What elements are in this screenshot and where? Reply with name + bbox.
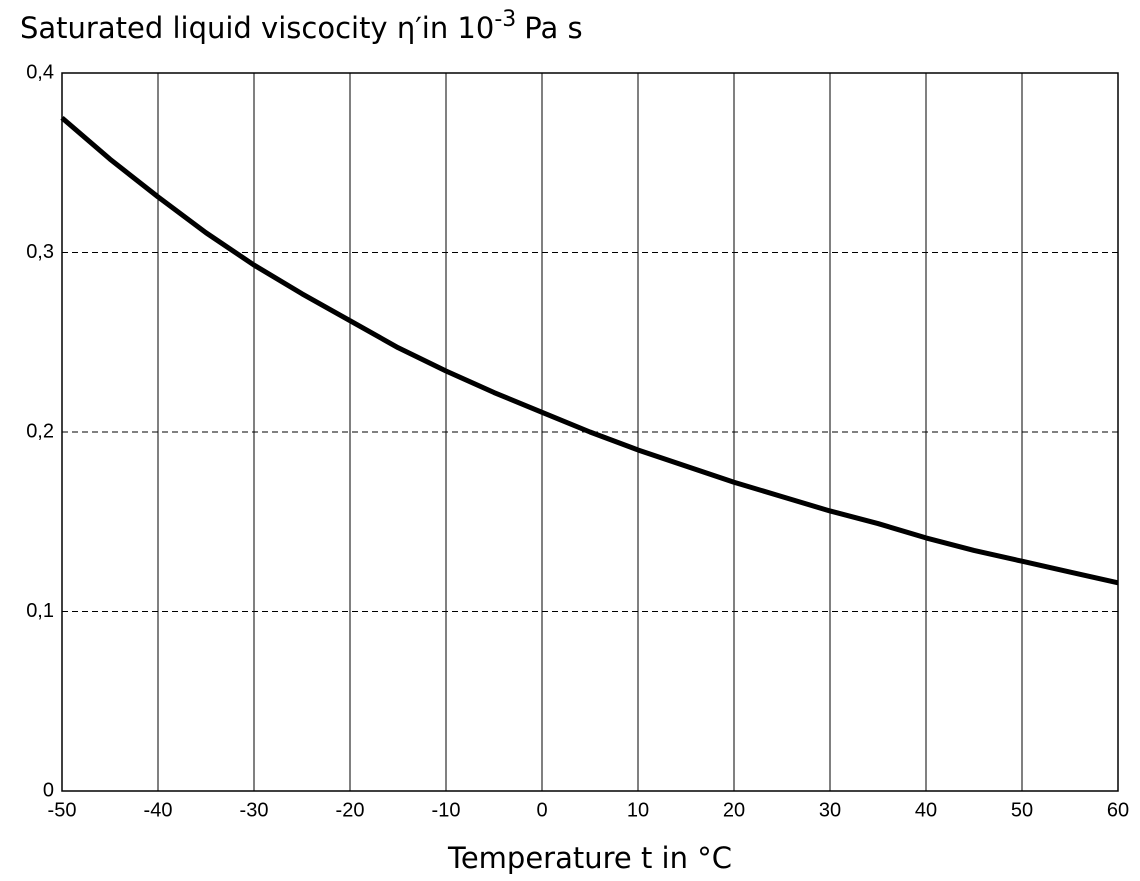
x-tick-label: 50 (1011, 799, 1033, 821)
y-tick-label: 0,3 (26, 241, 54, 263)
x-tick-label: -30 (240, 799, 269, 821)
x-tick-label: -20 (336, 799, 365, 821)
x-tick-label: 40 (915, 799, 937, 821)
plot-frame (61, 72, 1119, 792)
y-tick-label: 0,2 (26, 420, 54, 442)
x-tick-label: 60 (1107, 799, 1129, 821)
x-tick-label: 0 (536, 799, 547, 821)
chart-title: Saturated liquid viscocity η′in 10-3 Pa s (20, 7, 583, 45)
y-tick-label: 0,1 (26, 600, 54, 622)
y-tick-label: 0 (43, 779, 54, 801)
x-tick-label: -10 (432, 799, 461, 821)
x-tick-label: 20 (723, 799, 745, 821)
y-tick-label: 0,4 (26, 61, 54, 83)
x-tick-label: -40 (144, 799, 173, 821)
x-tick-label: -50 (48, 799, 77, 821)
line (60, 115, 1119, 586)
x-axis-label: Temperature t in °C (447, 841, 732, 875)
x-tick-label: 10 (627, 799, 649, 821)
x-tick-label: 30 (819, 799, 841, 821)
